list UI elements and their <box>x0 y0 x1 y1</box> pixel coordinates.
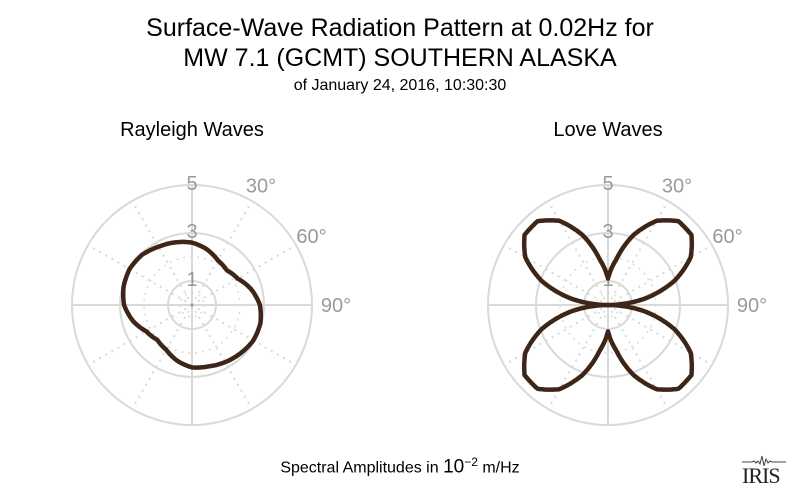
grid-radial-dotted <box>607 304 669 410</box>
logo-text: IRIS <box>742 463 781 488</box>
love-plot-title: Love Waves <box>553 119 663 141</box>
grid-radial-dotted <box>87 304 193 366</box>
angle-tick-label: 90° <box>321 295 351 317</box>
footer-unit: m/Hz <box>477 459 520 477</box>
chart-title: Surface-Wave Radiation Pattern at 0.02Hz… <box>146 14 654 42</box>
love-pattern-curve <box>521 218 695 392</box>
grid-ring-3 <box>535 232 681 378</box>
grid-radial-dotted <box>191 304 253 410</box>
angle-tick-label: 60° <box>712 226 742 248</box>
angle-tick-label: 60° <box>296 226 326 248</box>
seismogram-icon <box>742 455 786 467</box>
grid-radial-dotted <box>131 200 193 306</box>
grid-radial-dotted <box>131 304 193 410</box>
radial-tick-label: 5 <box>602 173 613 195</box>
rayleigh-pattern-curve <box>120 239 264 370</box>
radial-tick-label: 5 <box>186 173 197 195</box>
center-dot <box>190 303 194 307</box>
radial-tick-label: 3 <box>186 221 197 243</box>
grid-radial-dotted <box>547 304 609 410</box>
footer-prefix: Spectral Amplitudes in <box>280 459 444 477</box>
footer-units-label: Spectral Amplitudes in 10−2 m/Hz <box>0 455 800 478</box>
angle-tick-label: 30° <box>246 175 276 197</box>
chart-title-event: MW 7.1 (GCMT) SOUTHERN ALASKA <box>183 44 617 72</box>
grid-radial-dotted <box>607 200 669 306</box>
footer-base: 10 <box>443 456 465 478</box>
grid-ring-1 <box>583 280 633 330</box>
grid-ring-1 <box>167 280 217 330</box>
grid-radial-dotted <box>503 244 609 306</box>
grid-radial-dotted <box>191 200 253 306</box>
rayleigh-plot-title: Rayleigh Waves <box>120 119 264 141</box>
footer-exponent: −2 <box>464 455 478 469</box>
iris-logo: IRIS <box>740 453 788 489</box>
radial-tick-label: 3 <box>602 221 613 243</box>
grid-radial-dotted <box>503 304 609 366</box>
grid-ring-3 <box>119 232 265 378</box>
angle-tick-label: 30° <box>662 175 692 197</box>
radial-tick-label: 1 <box>186 269 197 291</box>
grid-radial-dotted <box>87 244 193 306</box>
grid-ring-5 <box>487 184 729 426</box>
grid-radial-dotted <box>191 304 297 366</box>
grid-radial-dotted <box>607 304 713 366</box>
grid-radial-dotted <box>607 244 713 306</box>
angle-tick-label: 90° <box>737 295 767 317</box>
grid-radial-dotted <box>547 200 609 306</box>
grid-radial-dotted <box>191 244 297 306</box>
grid-ring-5 <box>71 184 313 426</box>
chart-subtitle-date: of January 24, 2016, 10:30:30 <box>293 77 507 94</box>
